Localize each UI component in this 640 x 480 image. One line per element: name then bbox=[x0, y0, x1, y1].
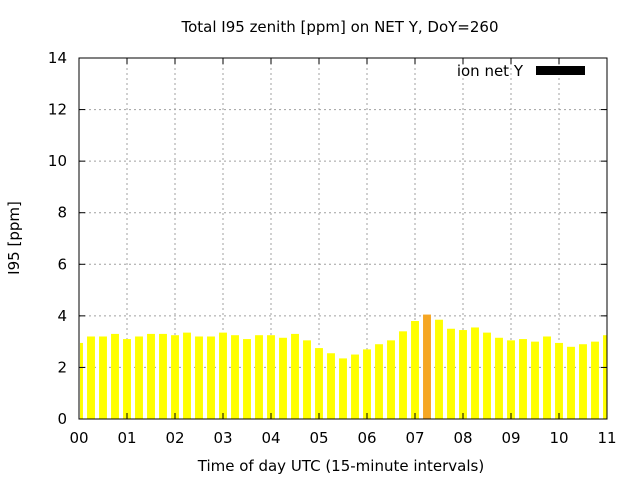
x-tick-label: 08 bbox=[453, 429, 472, 447]
bar bbox=[447, 328, 455, 419]
bar bbox=[123, 339, 131, 419]
bar bbox=[363, 349, 371, 419]
bar bbox=[375, 344, 383, 419]
bar bbox=[603, 335, 607, 419]
x-tick-label: 01 bbox=[117, 429, 136, 447]
grid bbox=[79, 58, 607, 419]
x-tick-label: 04 bbox=[261, 429, 280, 447]
legend: ion net Y bbox=[457, 62, 585, 80]
bar bbox=[99, 336, 107, 419]
y-tick-label: 8 bbox=[57, 204, 67, 222]
y-tick-label: 2 bbox=[57, 358, 67, 376]
y-tick-label: 14 bbox=[48, 49, 67, 67]
y-tick-label: 12 bbox=[48, 101, 67, 119]
bar bbox=[147, 333, 155, 419]
x-tick-label: 03 bbox=[213, 429, 232, 447]
bar bbox=[399, 331, 407, 419]
bar bbox=[219, 332, 227, 419]
x-axis-label: Time of day UTC (15-minute intervals) bbox=[197, 457, 484, 475]
y-tick-label: 0 bbox=[57, 410, 67, 428]
bar bbox=[495, 337, 503, 419]
bar bbox=[543, 336, 551, 419]
bar bbox=[87, 336, 95, 419]
bars bbox=[80, 314, 607, 419]
bar bbox=[591, 341, 599, 419]
bar bbox=[111, 333, 119, 419]
bar bbox=[567, 346, 575, 419]
x-tick-label: 11 bbox=[597, 429, 616, 447]
bar bbox=[315, 348, 323, 419]
bar bbox=[195, 336, 203, 419]
bar bbox=[279, 337, 287, 419]
legend-label: ion net Y bbox=[457, 62, 524, 80]
bar bbox=[351, 354, 359, 419]
bar bbox=[471, 327, 479, 419]
bar bbox=[531, 341, 539, 419]
bar bbox=[231, 335, 239, 419]
x-ticks: 00 01 02 03 04 05 06 07 08 09 10 11 bbox=[69, 58, 617, 447]
bar bbox=[387, 340, 395, 419]
x-tick-label: 02 bbox=[165, 429, 184, 447]
bar bbox=[303, 340, 311, 419]
bar bbox=[435, 319, 443, 419]
bar bbox=[255, 335, 263, 419]
x-tick-label: 10 bbox=[549, 429, 568, 447]
bar bbox=[459, 330, 467, 419]
bar bbox=[339, 358, 347, 419]
x-tick-label: 06 bbox=[357, 429, 376, 447]
bar bbox=[555, 342, 563, 419]
y-tick-label: 6 bbox=[57, 255, 67, 273]
y-tick-label: 10 bbox=[48, 152, 67, 170]
x-tick-label: 05 bbox=[309, 429, 328, 447]
x-tick-label: 07 bbox=[405, 429, 424, 447]
y-tick-label: 4 bbox=[57, 307, 67, 325]
legend-swatch bbox=[536, 66, 585, 75]
bar bbox=[243, 339, 251, 419]
bar bbox=[507, 340, 515, 419]
plot-frame bbox=[78, 57, 608, 420]
bar bbox=[327, 353, 335, 419]
bar bbox=[579, 344, 587, 419]
bar bbox=[80, 342, 83, 419]
x-tick-label: 09 bbox=[501, 429, 520, 447]
bar bbox=[411, 321, 419, 419]
bar bbox=[183, 332, 191, 419]
bar bbox=[291, 333, 299, 419]
bar bbox=[159, 333, 167, 419]
chart-title: Total I95 zenith [ppm] on NET Y, DoY=260 bbox=[180, 18, 498, 36]
y-ticks: 0 2 4 6 8 10 12 14 bbox=[48, 49, 607, 428]
y-axis-label: I95 [ppm] bbox=[5, 201, 23, 275]
bar bbox=[519, 339, 527, 419]
x-tick-label: 00 bbox=[69, 429, 88, 447]
bar bbox=[207, 336, 215, 419]
bar bbox=[423, 314, 431, 419]
bar bbox=[267, 335, 275, 419]
bar bbox=[483, 332, 491, 419]
bar bbox=[171, 335, 179, 419]
bar bbox=[135, 336, 143, 419]
